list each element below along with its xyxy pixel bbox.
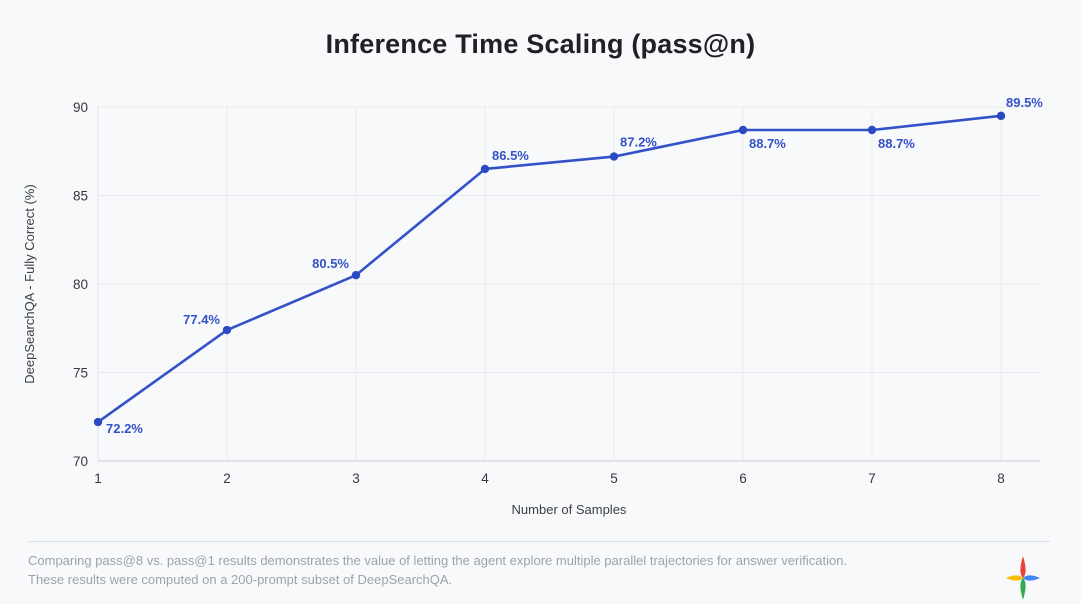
data-point [867,125,877,135]
footer-note-line-2: These results were computed on a 200-pro… [28,572,453,587]
trend-line [96,114,1003,424]
data-point [351,270,361,280]
pass-at-n-line-chart: 70 75 80 85 90 1 2 3 4 5 6 7 8 72.2% 77.4% 80.5% 86.5% 87… [22,95,1043,517]
data-point [222,325,232,335]
data-point [609,152,619,161]
y-tick-label: 75 [73,366,88,381]
x-tick-label: 3 [352,471,360,486]
x-tick-label: 6 [739,471,747,486]
data-point-label: 72.2% [106,421,143,436]
x-tick-label: 8 [997,471,1005,486]
y-tick-label: 70 [73,454,88,469]
data-point-label: 87.2% [620,135,657,150]
data-point-label: 86.5% [492,148,529,163]
y-tick-label: 85 [73,189,88,204]
logo-point-left [1005,575,1023,581]
logo-point-right [1023,575,1041,581]
x-tick-label: 2 [223,471,231,486]
x-tick-label: 4 [481,471,489,486]
data-point [996,111,1006,121]
y-tick-label: 90 [73,100,88,115]
data-point-label: 77.4% [183,312,220,327]
footer-note-line-1: Comparing pass@8 vs. pass@1 results demo… [28,553,848,568]
data-point [480,164,490,174]
y-tick-label: 80 [73,277,88,292]
data-point [93,417,103,427]
y-axis-title: DeepSearchQA - Fully Correct (%) [22,184,37,383]
gemini-sparkle-logo [1005,556,1041,600]
x-tick-label: 7 [868,471,876,486]
footer-divider [28,541,1050,542]
footer-notes: Comparing pass@8 vs. pass@1 results demo… [28,551,928,589]
data-point [738,125,748,135]
x-axis-title: Number of Samples [512,502,627,517]
data-point-label: 88.7% [749,136,786,151]
x-tick-label: 1 [94,471,102,486]
data-point-label: 80.5% [312,256,349,271]
logo-point-bottom [1020,578,1026,600]
x-tick-label: 5 [610,471,618,486]
data-point-label: 88.7% [878,136,915,151]
page-title: Inference Time Scaling (pass@n) [325,29,756,59]
logo-point-top [1020,556,1026,578]
data-point-label: 89.5% [1006,95,1043,110]
